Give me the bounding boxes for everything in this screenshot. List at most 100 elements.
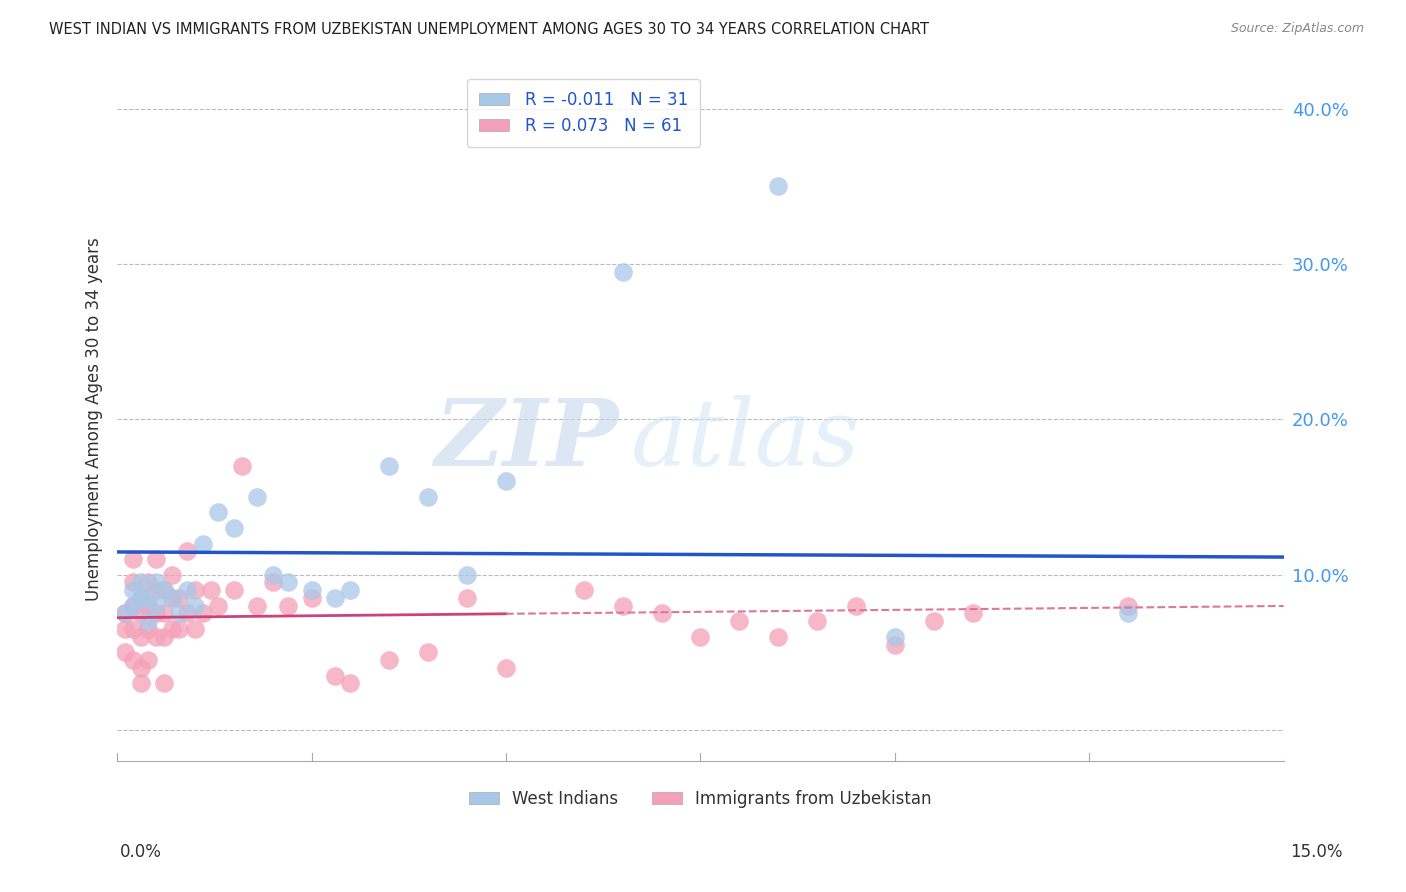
Point [184, 583, 207, 598]
Point [301, 583, 323, 598]
Point [883, 638, 905, 652]
Point [766, 630, 789, 644]
Point [176, 607, 198, 621]
Point [176, 544, 198, 558]
Point [145, 630, 167, 644]
Point [145, 607, 167, 621]
Point [962, 607, 984, 621]
Point [845, 599, 868, 613]
Point [121, 575, 143, 590]
Point [689, 630, 711, 644]
Text: 0.0%: 0.0% [120, 843, 162, 861]
Point [231, 458, 253, 473]
Point [572, 583, 595, 598]
Point [136, 575, 159, 590]
Point [136, 614, 159, 628]
Point [246, 490, 269, 504]
Point [121, 653, 143, 667]
Point [184, 599, 207, 613]
Point [883, 630, 905, 644]
Point [121, 599, 143, 613]
Point [114, 607, 136, 621]
Point [650, 607, 672, 621]
Text: Source: ZipAtlas.com: Source: ZipAtlas.com [1230, 22, 1364, 36]
Point [160, 622, 183, 636]
Point [191, 607, 214, 621]
Point [728, 614, 751, 628]
Point [129, 591, 152, 605]
Point [339, 676, 361, 690]
Point [418, 490, 440, 504]
Point [136, 622, 159, 636]
Point [153, 583, 176, 598]
Point [378, 653, 401, 667]
Point [153, 676, 176, 690]
Point [246, 599, 269, 613]
Text: ZIP: ZIP [434, 395, 619, 484]
Point [1116, 599, 1139, 613]
Point [169, 607, 191, 621]
Point [129, 676, 152, 690]
Point [456, 591, 478, 605]
Point [114, 645, 136, 659]
Point [339, 583, 361, 598]
Point [262, 575, 284, 590]
Point [145, 583, 167, 598]
Point [145, 599, 167, 613]
Point [114, 607, 136, 621]
Point [222, 583, 245, 598]
Point [160, 591, 183, 605]
Point [129, 575, 152, 590]
Point [114, 622, 136, 636]
Point [612, 265, 634, 279]
Point [456, 567, 478, 582]
Text: atlas: atlas [630, 395, 860, 484]
Point [145, 552, 167, 566]
Point [378, 458, 401, 473]
Point [121, 622, 143, 636]
Point [207, 506, 229, 520]
Point [922, 614, 945, 628]
Text: WEST INDIAN VS IMMIGRANTS FROM UZBEKISTAN UNEMPLOYMENT AMONG AGES 30 TO 34 YEARS: WEST INDIAN VS IMMIGRANTS FROM UZBEKISTA… [49, 22, 929, 37]
Point [169, 622, 191, 636]
Point [153, 607, 176, 621]
Point [191, 536, 214, 550]
Point [121, 583, 143, 598]
Point [121, 599, 143, 613]
Point [160, 591, 183, 605]
Point [153, 630, 176, 644]
Point [184, 622, 207, 636]
Text: 15.0%: 15.0% [1291, 843, 1343, 861]
Legend: West Indians, Immigrants from Uzbekistan: West Indians, Immigrants from Uzbekistan [463, 783, 938, 814]
Point [207, 599, 229, 613]
Point [153, 583, 176, 598]
Point [129, 630, 152, 644]
Point [129, 661, 152, 675]
Point [145, 575, 167, 590]
Point [222, 521, 245, 535]
Point [766, 179, 789, 194]
Point [323, 591, 346, 605]
Point [495, 475, 517, 489]
Point [136, 653, 159, 667]
Point [129, 591, 152, 605]
Point [806, 614, 828, 628]
Point [1116, 607, 1139, 621]
Point [277, 575, 299, 590]
Point [129, 607, 152, 621]
Point [169, 591, 191, 605]
Point [176, 583, 198, 598]
Point [136, 591, 159, 605]
Point [418, 645, 440, 659]
Point [277, 599, 299, 613]
Point [121, 552, 143, 566]
Point [160, 567, 183, 582]
Point [612, 599, 634, 613]
Point [262, 567, 284, 582]
Point [495, 661, 517, 675]
Y-axis label: Unemployment Among Ages 30 to 34 years: Unemployment Among Ages 30 to 34 years [86, 237, 103, 601]
Point [323, 668, 346, 682]
Point [200, 583, 222, 598]
Point [136, 599, 159, 613]
Point [301, 591, 323, 605]
